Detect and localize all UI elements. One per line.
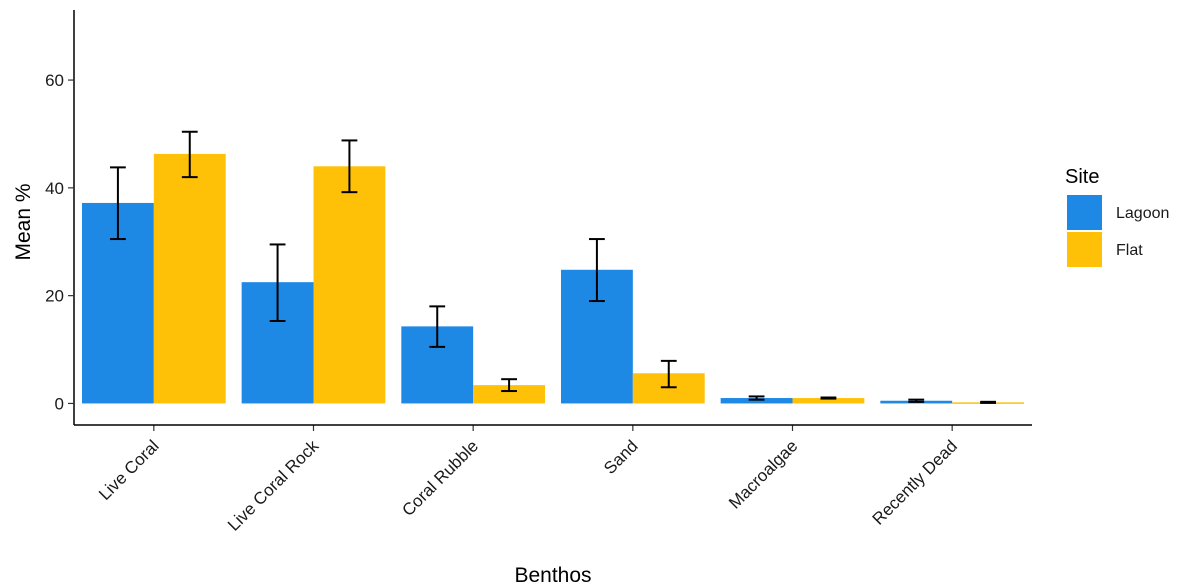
- error-bar-flat-recently-dead: [980, 400, 996, 404]
- error-bar-lagoon-recently-dead: [908, 398, 925, 403]
- bar-flat-macroalgae: [792, 398, 865, 404]
- legend-label-flat: Flat: [1116, 242, 1143, 259]
- y-axis-title: Mean %: [12, 183, 35, 260]
- error-bar-flat-live-coral: [181, 130, 198, 179]
- bar-lagoon-macroalgae: [720, 398, 793, 404]
- legend-title: Site: [1065, 166, 1099, 188]
- error-bar-flat-coral-rubble: [501, 378, 517, 393]
- error-bars-layer: [110, 130, 996, 404]
- y-tick-label: 40: [45, 179, 64, 198]
- y-tick-label: 20: [45, 287, 64, 306]
- bars-layer: [81, 153, 1025, 404]
- y-tick-label: 60: [45, 71, 64, 90]
- error-bar-lagoon-coral-rubble: [429, 305, 446, 348]
- y-tick-label: 0: [55, 394, 64, 413]
- x-tick-label: Sand: [600, 436, 642, 478]
- legend-key-lagoon: [1067, 195, 1102, 230]
- x-tick-label: Macroalgae: [725, 436, 801, 512]
- error-bar-lagoon-live-coral: [110, 166, 126, 241]
- x-tick-label: Coral Rubble: [398, 436, 482, 520]
- legend-key-flat: [1067, 232, 1102, 267]
- error-bar-flat-macroalgae: [820, 396, 837, 400]
- x-axis-title: Benthos: [514, 564, 591, 586]
- bar-flat-coral-rubble: [473, 385, 546, 404]
- x-tick-label: Live Coral Rock: [224, 436, 323, 535]
- legend: Site Lagoon Flat: [1065, 166, 1169, 267]
- legend-label-lagoon: Lagoon: [1116, 205, 1169, 222]
- bar-flat-live-coral: [153, 153, 226, 404]
- error-bar-lagoon-sand: [589, 238, 605, 303]
- bar-flat-live-coral-rock: [313, 166, 386, 404]
- error-bar-flat-live-coral-rock: [341, 139, 358, 194]
- x-tick-label: Live Coral: [95, 436, 163, 504]
- x-tick-label: Recently Dead: [869, 436, 961, 528]
- error-bar-lagoon-macroalgae: [748, 395, 765, 401]
- error-bar-flat-sand: [660, 359, 677, 389]
- error-bar-lagoon-live-coral-rock: [269, 243, 286, 322]
